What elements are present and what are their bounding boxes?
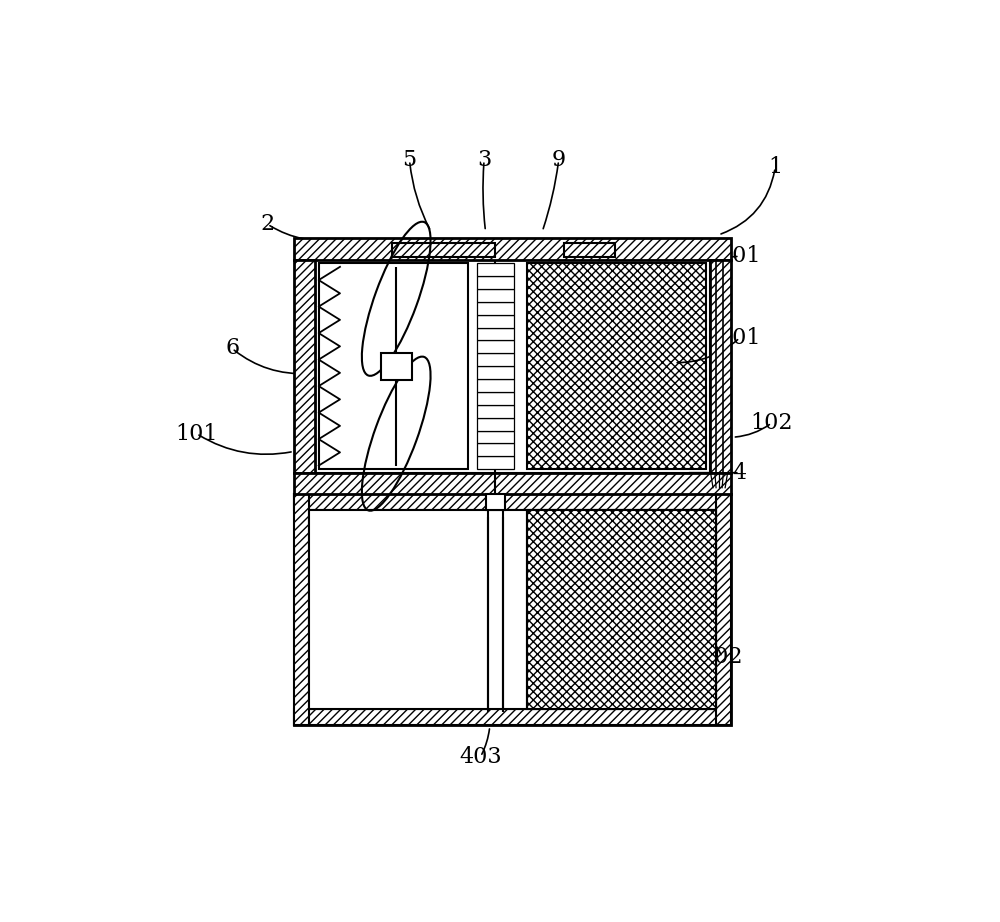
Text: 901: 901 [718,245,761,267]
Bar [294,494,309,725]
Bar [309,510,716,709]
Bar [477,277,514,289]
Bar [477,456,514,469]
Bar [477,327,514,340]
Bar [477,431,514,443]
Bar [294,260,315,473]
Text: 101: 101 [175,422,218,444]
Bar [294,494,731,725]
Bar [527,510,716,709]
Text: 9: 9 [552,149,566,171]
Bar [564,242,615,257]
Bar [477,264,514,277]
Bar [527,264,706,469]
Text: 401: 401 [718,326,761,349]
Bar [294,709,731,725]
Bar [477,405,514,418]
Text: 402: 402 [701,646,743,668]
Bar [710,260,731,473]
Text: 4: 4 [733,462,747,484]
Bar [477,443,514,456]
Text: 403: 403 [459,746,502,768]
Bar [381,353,412,380]
Bar [319,264,468,469]
Bar [477,340,514,353]
Bar [716,494,731,725]
Bar [486,494,505,510]
Bar [477,301,514,314]
Bar [294,494,731,510]
Text: 6: 6 [225,337,239,360]
Bar [477,366,514,379]
Bar [477,392,514,405]
Bar [477,418,514,431]
Bar [477,353,514,366]
Text: 102: 102 [750,412,793,434]
Bar [477,289,514,301]
Text: 5: 5 [402,149,417,171]
Bar [477,314,514,327]
Bar [477,379,514,392]
Bar [294,239,731,260]
Text: 3: 3 [477,149,491,171]
Bar [392,242,495,257]
Text: 1: 1 [768,157,782,179]
Text: 2: 2 [261,213,275,235]
Bar [294,473,731,494]
